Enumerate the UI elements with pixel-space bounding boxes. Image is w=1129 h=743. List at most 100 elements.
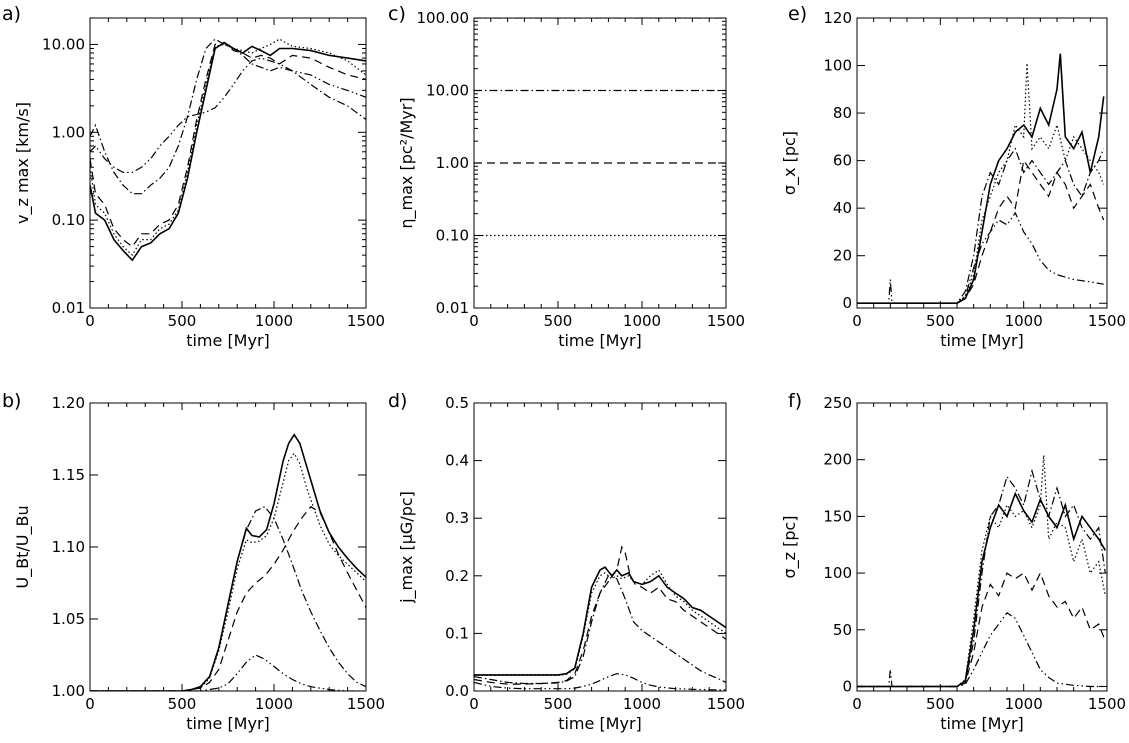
y-tick-label: 0 <box>842 677 852 695</box>
y-tick-label: 0.01 <box>52 299 85 317</box>
y-tick-label: 100.00 <box>417 9 470 27</box>
x-tick-label: 1500 <box>1088 312 1126 330</box>
y-tick-label: 100 <box>823 57 852 75</box>
series-dashdot <box>90 38 366 195</box>
series-dotted <box>857 63 1105 304</box>
series-dashdotdot <box>857 611 1106 688</box>
series-dotted <box>90 452 366 691</box>
x-tick-label: 1500 <box>347 695 385 713</box>
panel-label: c) <box>388 3 406 25</box>
y-tick-label: 1.15 <box>52 466 85 484</box>
y-tick-label: 80 <box>833 104 852 122</box>
plot-frame <box>89 402 367 692</box>
y-tick-label: 20 <box>833 247 852 265</box>
y-axis-label: U_Bt/U_Bu <box>13 505 33 588</box>
x-tick-label: 1500 <box>707 312 745 330</box>
y-tick-label: 0.5 <box>445 394 469 412</box>
y-tick-label: 250 <box>823 394 852 412</box>
y-tick-label: 60 <box>833 152 852 170</box>
series-dotted <box>474 569 726 676</box>
panel-label: d) <box>388 390 407 412</box>
panel-label: e) <box>788 3 807 25</box>
panel-label: a) <box>2 3 21 25</box>
y-axis-label: σ_z [pc] <box>780 515 800 578</box>
y-axis-label: η_max [pc²/Myr] <box>397 97 417 228</box>
plot-frame <box>856 402 1108 692</box>
y-tick-label: 0.10 <box>52 211 85 229</box>
x-tick-label: 1500 <box>707 695 745 713</box>
series-dashdot <box>474 575 726 685</box>
y-tick-label: 0 <box>842 294 852 312</box>
y-tick-label: 1.05 <box>52 610 85 628</box>
y-tick-label: 1.20 <box>52 394 85 412</box>
x-tick-label: 500 <box>926 695 955 713</box>
panel-b: 0 500 1000 1500 1.00 1.05 1.10 1.15 1.20 time [My… <box>2 390 385 733</box>
x-tick-label: 500 <box>544 312 573 330</box>
panel-a: 0 500 1000 1500 0.01 0.10 1.00 10.00 time [Myr] v… <box>2 3 385 350</box>
panel-c: 0 500 1000 1500 0.01 0.10 1.00 10.00 100.00 time … <box>388 3 745 350</box>
plot-frame <box>473 402 727 692</box>
y-tick-label: 0.01 <box>436 299 469 317</box>
x-axis-label: time [Myr] <box>558 331 642 350</box>
x-tick-label: 500 <box>544 695 573 713</box>
series-dashdotdot <box>857 211 1104 304</box>
x-tick-label: 1500 <box>347 312 385 330</box>
series-solid <box>90 41 366 262</box>
y-axis-label: j_max [μG/pc] <box>397 491 417 604</box>
y-axis-label: σ_x [pc] <box>780 131 800 195</box>
series-dashdotdot <box>90 654 366 691</box>
panel-f: 0 500 1000 1500 0 50 100 150 200 250 time [Myr] σ_z… <box>780 390 1126 733</box>
series-dashdot <box>90 505 366 691</box>
x-tick-label: 0 <box>852 695 862 713</box>
y-tick-label: 0.1 <box>445 624 469 642</box>
x-axis-label: time [Myr] <box>186 331 270 350</box>
series-solid <box>857 53 1105 304</box>
y-tick-label: 0.2 <box>445 567 469 585</box>
y-tick-label: 120 <box>823 9 852 27</box>
panel-d: 0 500 1000 1500 0.0 0.1 0.2 0.3 0.4 0.5 time [Myr]… <box>388 390 745 733</box>
plot-frame <box>856 17 1108 309</box>
x-tick-label: 500 <box>168 312 197 330</box>
panel-label: f) <box>788 390 802 412</box>
y-tick-label: 1.00 <box>52 682 85 700</box>
series-dashdot <box>857 147 1105 304</box>
series-solid <box>474 566 726 676</box>
y-tick-label: 50 <box>833 621 852 639</box>
y-tick-label: 40 <box>833 199 852 217</box>
panel-label: b) <box>2 390 21 412</box>
x-tick-label: 500 <box>168 695 197 713</box>
y-axis-label: v_z max [km/s] <box>13 102 33 224</box>
y-tick-label: 10.00 <box>42 35 85 53</box>
x-tick-label: 0 <box>852 312 862 330</box>
series-dashdot <box>857 468 1106 688</box>
y-tick-label: 0.3 <box>445 509 469 527</box>
x-tick-label: 1000 <box>1005 695 1043 713</box>
x-tick-label: 0 <box>469 312 479 330</box>
y-tick-label: 200 <box>823 451 852 469</box>
x-axis-label: time [Myr] <box>940 714 1024 733</box>
series-solid <box>857 491 1106 688</box>
series-dashed <box>857 159 1105 304</box>
y-tick-label: 150 <box>823 507 852 525</box>
series-dotted <box>90 38 366 257</box>
x-tick-label: 1500 <box>1088 695 1126 713</box>
y-tick-label: 0.4 <box>445 452 469 470</box>
series-solid <box>90 433 366 691</box>
y-tick-label: 100 <box>823 564 852 582</box>
series-dashdotdot <box>474 673 726 691</box>
x-axis-label: time [Myr] <box>558 714 642 733</box>
y-tick-label: 1.00 <box>436 154 469 172</box>
series-dashed <box>90 505 366 691</box>
series-dashed <box>857 571 1106 688</box>
panel-e: 0 500 1000 1500 0 20 40 60 80 100 120 time [Myr] σ_x… <box>780 3 1126 350</box>
x-tick-label: 0 <box>85 695 95 713</box>
y-tick-label: 1.10 <box>52 538 85 556</box>
x-tick-label: 1000 <box>623 695 661 713</box>
x-axis-label: time [Myr] <box>186 714 270 733</box>
y-tick-label: 0.0 <box>445 682 469 700</box>
plot-frame <box>89 17 367 309</box>
y-tick-label: 0.10 <box>436 227 469 245</box>
x-tick-label: 500 <box>926 312 955 330</box>
x-tick-label: 0 <box>85 312 95 330</box>
